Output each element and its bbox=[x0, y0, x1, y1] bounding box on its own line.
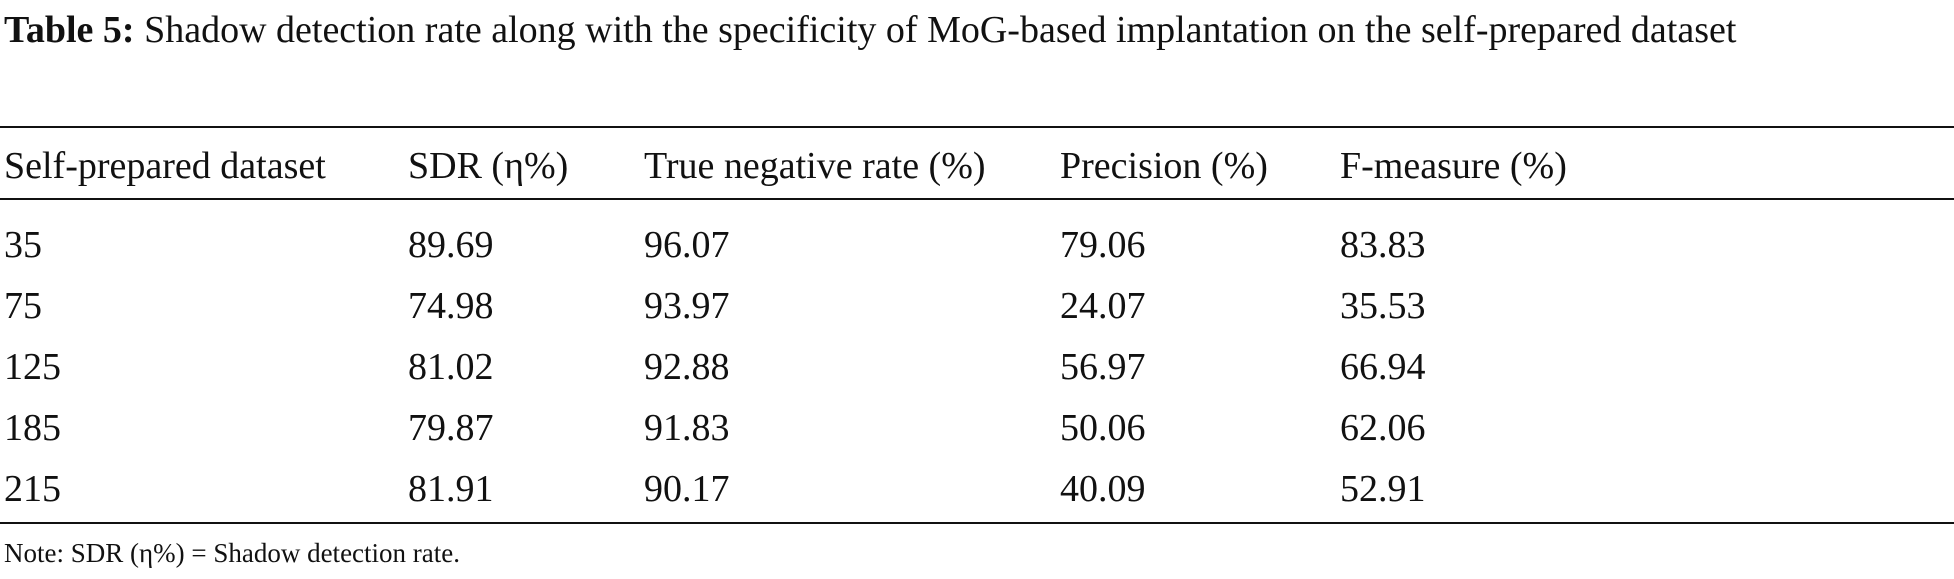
cell-precision: 56.97 bbox=[1060, 345, 1146, 388]
header-rule bbox=[0, 198, 1954, 200]
results-table: Self-prepared dataset SDR (η%) True nega… bbox=[0, 134, 1954, 519]
cell-sdr: 81.91 bbox=[408, 467, 494, 510]
table-row: 215 81.91 90.17 40.09 52.91 bbox=[0, 458, 1954, 519]
cell-tnr: 96.07 bbox=[644, 223, 730, 266]
col-header-precision: Precision (%) bbox=[1060, 145, 1268, 187]
cell-fmeasure: 83.83 bbox=[1340, 223, 1426, 266]
cell-tnr: 92.88 bbox=[644, 345, 730, 388]
cell-tnr: 90.17 bbox=[644, 467, 730, 510]
cell-tnr: 93.97 bbox=[644, 284, 730, 327]
cell-dataset: 185 bbox=[4, 406, 61, 449]
bottom-rule bbox=[0, 522, 1954, 524]
table-row: 125 81.02 92.88 56.97 66.94 bbox=[0, 336, 1954, 397]
cell-fmeasure: 52.91 bbox=[1340, 467, 1426, 510]
col-header-tnr: True negative rate (%) bbox=[644, 145, 986, 187]
caption-label: Table 5: bbox=[4, 9, 135, 51]
cell-precision: 50.06 bbox=[1060, 406, 1146, 449]
cell-dataset: 215 bbox=[4, 467, 61, 510]
table-row: 185 79.87 91.83 50.06 62.06 bbox=[0, 397, 1954, 458]
cell-fmeasure: 35.53 bbox=[1340, 284, 1426, 327]
table-row: 75 74.98 93.97 24.07 35.53 bbox=[0, 275, 1954, 336]
col-header-sdr: SDR (η%) bbox=[408, 145, 569, 187]
cell-sdr: 79.87 bbox=[408, 406, 494, 449]
cell-fmeasure: 62.06 bbox=[1340, 406, 1426, 449]
table-caption: Table 5: Shadow detection rate along wit… bbox=[4, 6, 1950, 54]
col-header-fmeasure: F-measure (%) bbox=[1340, 145, 1567, 187]
table-row: 35 89.69 96.07 79.06 83.83 bbox=[0, 204, 1954, 275]
cell-fmeasure: 66.94 bbox=[1340, 345, 1426, 388]
cell-dataset: 35 bbox=[4, 223, 42, 266]
cell-dataset: 125 bbox=[4, 345, 61, 388]
cell-precision: 40.09 bbox=[1060, 467, 1146, 510]
top-rule bbox=[0, 126, 1954, 128]
header-row: Self-prepared dataset SDR (η%) True nega… bbox=[0, 134, 1954, 204]
cell-sdr: 81.02 bbox=[408, 345, 494, 388]
table-note: Note: SDR (η%) = Shadow detection rate. bbox=[4, 538, 460, 568]
cell-precision: 79.06 bbox=[1060, 223, 1146, 266]
caption-text: Shadow detection rate along with the spe… bbox=[134, 9, 1737, 51]
cell-dataset: 75 bbox=[4, 284, 42, 327]
cell-sdr: 74.98 bbox=[408, 284, 494, 327]
cell-sdr: 89.69 bbox=[408, 223, 494, 266]
cell-precision: 24.07 bbox=[1060, 284, 1146, 327]
col-header-dataset: Self-prepared dataset bbox=[4, 145, 326, 187]
cell-tnr: 91.83 bbox=[644, 406, 730, 449]
